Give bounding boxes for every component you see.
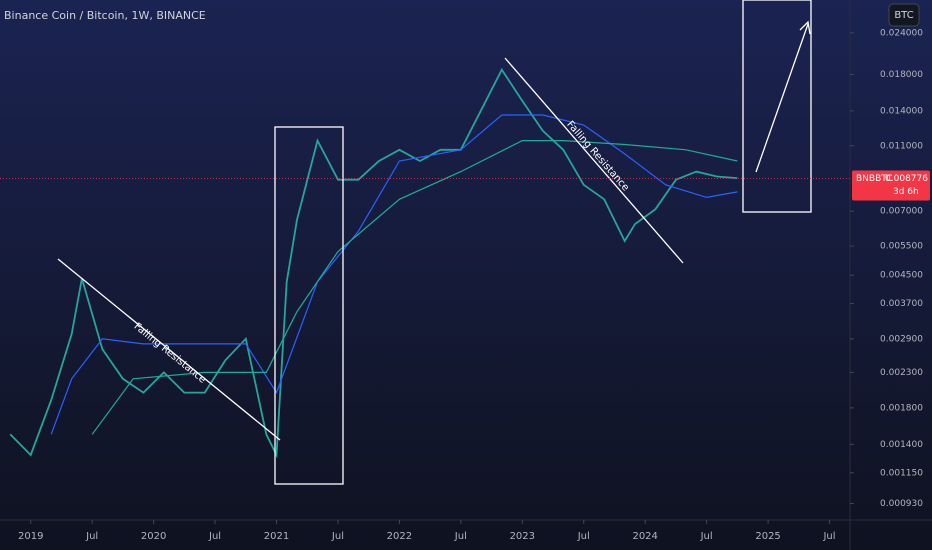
y-tick-label: 0.007000 [880,207,923,217]
price-line [91,140,738,435]
price-tag [852,170,930,201]
x-tick-label: Jul [700,531,713,542]
y-tick-label: 0.024000 [880,28,923,38]
y-tick-label: 0.001400 [880,440,923,450]
trendline [57,258,281,441]
x-tick-label: 2025 [755,531,780,542]
box [742,0,812,213]
trendline [504,57,684,264]
x-tick-label: 2022 [387,531,412,542]
x-tick-label: 2019 [18,531,43,542]
countdown: 3d 6h [893,187,919,197]
y-tick-label: 0.001800 [880,403,923,413]
symbol: BNBBTC [856,174,893,184]
x-tick-label: 2024 [632,531,657,542]
drawings [57,0,812,485]
x-tick-label: Jul [331,531,344,542]
arrow-head [799,20,811,35]
y-tick-label: 0.018000 [880,70,923,80]
y-tick-label: 0.000930 [880,499,923,509]
box [274,126,344,485]
last-price: 0.008776 [885,174,928,184]
x-tick-label: Jul [85,531,98,542]
y-tick-label: 0.011000 [880,141,923,151]
y-tick-label: 0.002300 [880,368,923,378]
arrow [755,23,809,173]
y-tick-label: 0.005500 [880,242,923,252]
currency[interactable]: BTC [894,10,913,21]
y-tick-label: 0.003700 [880,299,923,309]
x-tick-label: 2023 [510,531,535,542]
y-tick-label: 0.014000 [880,106,923,116]
x-tick-label: Jul [454,531,467,542]
y-tick-label: 0.002900 [880,334,923,344]
x-tick-label: 2020 [141,531,166,542]
chart-title: Binance Coin / Bitcoin, 1W, BINANCE [4,9,206,22]
y-tick-label: 0.001150 [880,468,923,478]
x-tick-label: Jul [822,531,835,542]
price-line [50,114,738,435]
x-tick-label: Jul [208,531,221,542]
x-tick-label: Jul [577,531,590,542]
x-tick-label: 2021 [264,531,289,542]
y-tick-label: 0.004500 [880,271,923,281]
currency-box[interactable] [888,3,920,27]
